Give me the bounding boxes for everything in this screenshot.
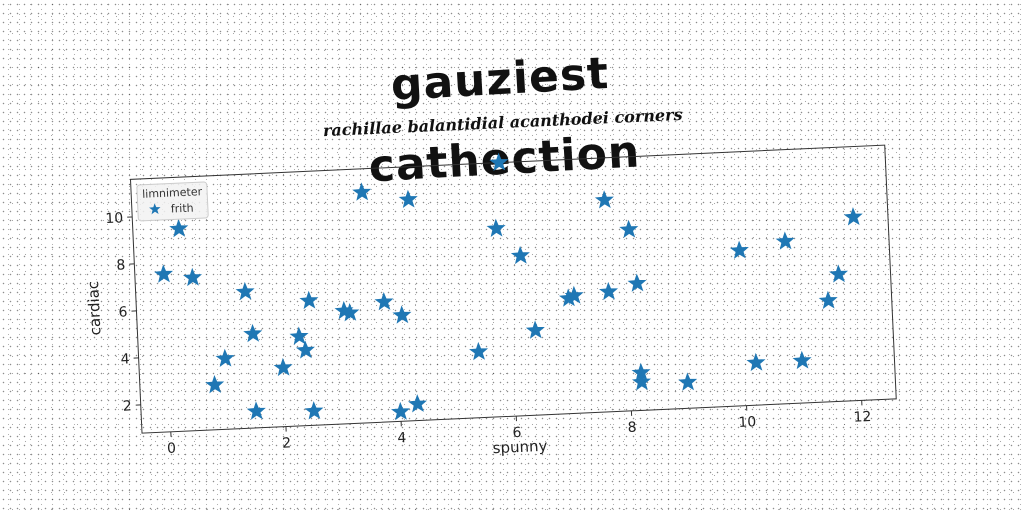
plot-area: 0 2 4 6 8 10 12 2 4 6 8 10 spunny cardiac limnimet… <box>84 144 897 457</box>
scatter-point <box>391 401 411 421</box>
x-tick-label: 10 <box>738 414 757 431</box>
x-tick-label: 4 <box>397 430 407 446</box>
scatter-point <box>619 219 639 239</box>
scatter-point <box>273 357 293 377</box>
scatter-point <box>829 264 849 283</box>
scatter-point <box>631 372 651 391</box>
scatter-point <box>289 326 309 345</box>
scatter-point <box>246 401 266 420</box>
scatter-point <box>340 302 360 322</box>
scatter-point <box>352 182 372 201</box>
scatter-point <box>818 290 838 310</box>
scatter-point <box>243 323 263 343</box>
x-tick-label: 6 <box>512 425 522 441</box>
y-tick-label: 10 <box>105 210 124 227</box>
scatter-point <box>205 375 225 394</box>
scatter-point <box>235 281 255 301</box>
legend-entry-label: frith <box>171 202 194 216</box>
scatter-point <box>407 394 427 413</box>
y-tick-label: 4 <box>120 351 130 367</box>
scatter-point <box>631 362 651 382</box>
scatter-point <box>183 267 203 287</box>
x-tick-label: 0 <box>167 441 177 457</box>
scatter-point <box>169 218 189 238</box>
scatter-point <box>525 320 545 339</box>
legend-marker-star <box>149 203 161 215</box>
scatter-point <box>295 340 315 359</box>
chart-subtitle: rachillae balantidial acanthodei corners <box>323 105 683 140</box>
scatter-point <box>398 189 418 209</box>
scatter-point <box>627 273 647 292</box>
legend-marker-star <box>149 203 161 215</box>
scatter-point <box>599 281 619 301</box>
scatter-point <box>746 352 766 372</box>
y-tick-label: 6 <box>118 304 128 320</box>
scatter-point <box>486 218 506 238</box>
x-axis: 0 2 4 6 8 10 12 <box>167 400 872 457</box>
x-axis-label: spunny <box>492 437 548 457</box>
scatter-point <box>489 152 509 171</box>
scatter-point <box>594 190 614 209</box>
scatter-point <box>564 285 584 305</box>
scatter-point <box>299 290 319 310</box>
scatter-point <box>510 245 530 265</box>
y-tick-label: 8 <box>116 257 126 273</box>
plot-frame <box>129 144 897 434</box>
x-tick-label: 12 <box>853 409 872 426</box>
scatter-point <box>154 264 174 283</box>
scatter-point <box>304 401 324 420</box>
scatter-point <box>392 305 412 324</box>
scatter-point <box>729 240 749 259</box>
scatter-point <box>678 372 698 391</box>
scatter-point <box>792 350 812 370</box>
y-axis: 2 4 6 8 10 <box>105 210 141 415</box>
scatter-point <box>843 207 863 226</box>
scatter-markers <box>154 152 863 421</box>
scatter-point <box>775 231 795 250</box>
y-tick-label: 2 <box>123 398 133 414</box>
scatter-point <box>558 288 578 307</box>
x-tick-label: 2 <box>282 435 292 451</box>
scatter-point <box>469 341 489 361</box>
legend-title: limnimeter <box>142 185 203 201</box>
scatter-point <box>374 292 394 311</box>
legend: limnimeter frith <box>136 181 209 222</box>
y-axis-label: cardiac <box>84 281 104 336</box>
scatter-point <box>215 348 235 368</box>
x-tick-label: 8 <box>627 420 637 436</box>
